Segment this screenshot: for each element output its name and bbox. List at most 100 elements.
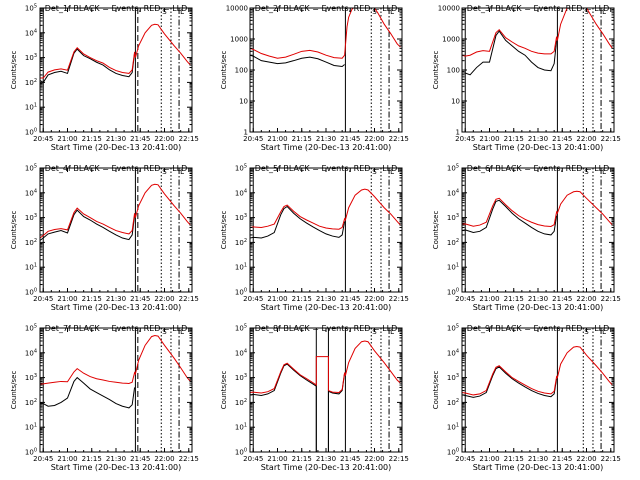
x-tick-label: 22:15: [601, 135, 621, 143]
y-tick-label: 103: [25, 373, 37, 382]
y-tick-label: 10: [451, 98, 460, 106]
x-axis-label: Start Time (20-Dec-13 20:41:00): [261, 303, 392, 312]
plot-frame: [39, 327, 193, 453]
y-tick-exponent: 0: [34, 288, 37, 294]
x-tick-label: 21:45: [552, 455, 572, 463]
y-tick-label: 101: [447, 423, 459, 432]
y-tick-exponent: 0: [34, 128, 37, 134]
y-tick-exponent: 2: [244, 238, 247, 244]
x-tick-label: 21:30: [106, 295, 126, 303]
y-tick-exponent: 0: [34, 448, 37, 454]
y-tick-base: 10: [235, 189, 244, 197]
y-tick-label: 104: [447, 348, 459, 357]
series-events: [250, 205, 346, 239]
x-tick-label: 22:15: [601, 455, 621, 463]
y-tick-label: 100: [447, 448, 459, 457]
x-tick-label: 21:15: [292, 455, 312, 463]
y-tick-exponent: 3: [34, 213, 37, 219]
y-tick-label: 10000: [226, 5, 248, 13]
y-tick-base: 10: [235, 424, 244, 432]
x-tick-label: 22:00: [364, 135, 384, 143]
y-axis-label: Counts/sec: [10, 211, 18, 250]
x-tick-label: 22:00: [154, 295, 174, 303]
y-tick-label: 105: [25, 4, 37, 13]
x-tick-label: 21:30: [528, 295, 548, 303]
x-tick-label: 21:45: [340, 295, 360, 303]
y-tick-base: 10: [25, 449, 34, 457]
y-tick-base: 10: [25, 129, 34, 137]
x-axis-label: Start Time (20-Dec-13 20:41:00): [261, 463, 392, 472]
y-tick-base: 10: [25, 264, 34, 272]
y-tick-label: 101: [25, 423, 37, 432]
y-tick-base: 10: [447, 264, 456, 272]
x-tick-label: 21:45: [130, 295, 150, 303]
series-lld: [462, 345, 613, 396]
y-tick-base: 10: [235, 239, 244, 247]
x-tick-label: 20:45: [33, 135, 53, 143]
y-tick-label: 1000: [230, 36, 248, 44]
y-tick-exponent: 4: [34, 28, 37, 34]
x-tick-label: 21:00: [57, 295, 77, 303]
y-tick-exponent: 0: [244, 448, 247, 454]
x-tick-label: 21:00: [267, 135, 287, 143]
y-tick-base: 10: [447, 165, 456, 173]
y-tick-base: 10: [447, 449, 456, 457]
y-tick-exponent: 1: [244, 263, 247, 269]
x-tick-label: 21:15: [292, 295, 312, 303]
x-tick-label: 21:00: [479, 295, 499, 303]
x-tick-label: 22:15: [389, 295, 409, 303]
y-tick-exponent: 1: [34, 263, 37, 269]
chart-panel-3: Det_3f BLACK = Events, RED = LLDSL20:452…: [432, 4, 621, 152]
y-tick-exponent: 2: [456, 398, 459, 404]
x-tick-label: 21:00: [57, 135, 77, 143]
y-tick-exponent: 4: [244, 348, 247, 354]
chart-panel-2: Det_2f BLACK = Events, RED = LLDSL20:452…: [220, 4, 409, 152]
y-tick-base: 10: [447, 374, 456, 382]
marker-l: L: [390, 168, 394, 176]
series-lld: [250, 188, 401, 230]
y-tick-exponent: 5: [34, 4, 37, 10]
x-tick-label: 21:45: [552, 295, 572, 303]
y-tick-exponent: 4: [456, 348, 459, 354]
y-tick-exponent: 5: [456, 324, 459, 330]
y-tick-base: 10: [235, 325, 244, 333]
y-tick-base: 10: [25, 54, 34, 62]
y-tick-label: 102: [25, 78, 37, 87]
y-tick-label: 105: [447, 164, 459, 173]
x-tick-label: 21:00: [267, 455, 287, 463]
x-tick-label: 22:15: [389, 455, 409, 463]
x-tick-label: 21:30: [528, 135, 548, 143]
series-events: [40, 376, 136, 409]
series-events: [40, 209, 136, 241]
chart-panel-8: Det_8f BLACK = Events, RED = LLDSL20:452…: [220, 324, 409, 473]
y-tick-label: 1: [456, 129, 460, 137]
y-tick-base: 10: [235, 165, 244, 173]
x-tick-label: 21:15: [82, 135, 102, 143]
y-tick-label: 101: [235, 423, 247, 432]
x-tick-label: 21:15: [82, 295, 102, 303]
y-tick-base: 10: [447, 214, 456, 222]
series-lld: [250, 340, 401, 394]
x-tick-label: 21:00: [57, 455, 77, 463]
y-tick-label: 100: [25, 448, 37, 457]
chart-panel-1: Det_1f BLACK = Events, RED = LLDSL20:452…: [10, 4, 199, 153]
x-tick-label: 21:30: [106, 455, 126, 463]
y-tick-base: 10: [25, 165, 34, 173]
marker-l: L: [602, 168, 606, 176]
x-tick-label: 20:45: [33, 455, 53, 463]
y-axis-label: Counts/sec: [10, 371, 18, 410]
y-tick-base: 10: [447, 325, 456, 333]
y-tick-exponent: 3: [34, 53, 37, 59]
plot-frame: [461, 167, 615, 293]
x-tick-label: 21:00: [479, 135, 499, 143]
y-tick-exponent: 1: [456, 423, 459, 429]
y-tick-label: 101: [447, 263, 459, 272]
y-tick-label: 103: [447, 373, 459, 382]
plot-frame: [249, 167, 403, 293]
y-tick-base: 10: [235, 264, 244, 272]
y-tick-label: 104: [447, 188, 459, 197]
x-tick-label: 21:30: [316, 455, 336, 463]
x-axis-label: Start Time (20-Dec-13 20:41:00): [51, 143, 182, 152]
y-tick-base: 10: [235, 449, 244, 457]
